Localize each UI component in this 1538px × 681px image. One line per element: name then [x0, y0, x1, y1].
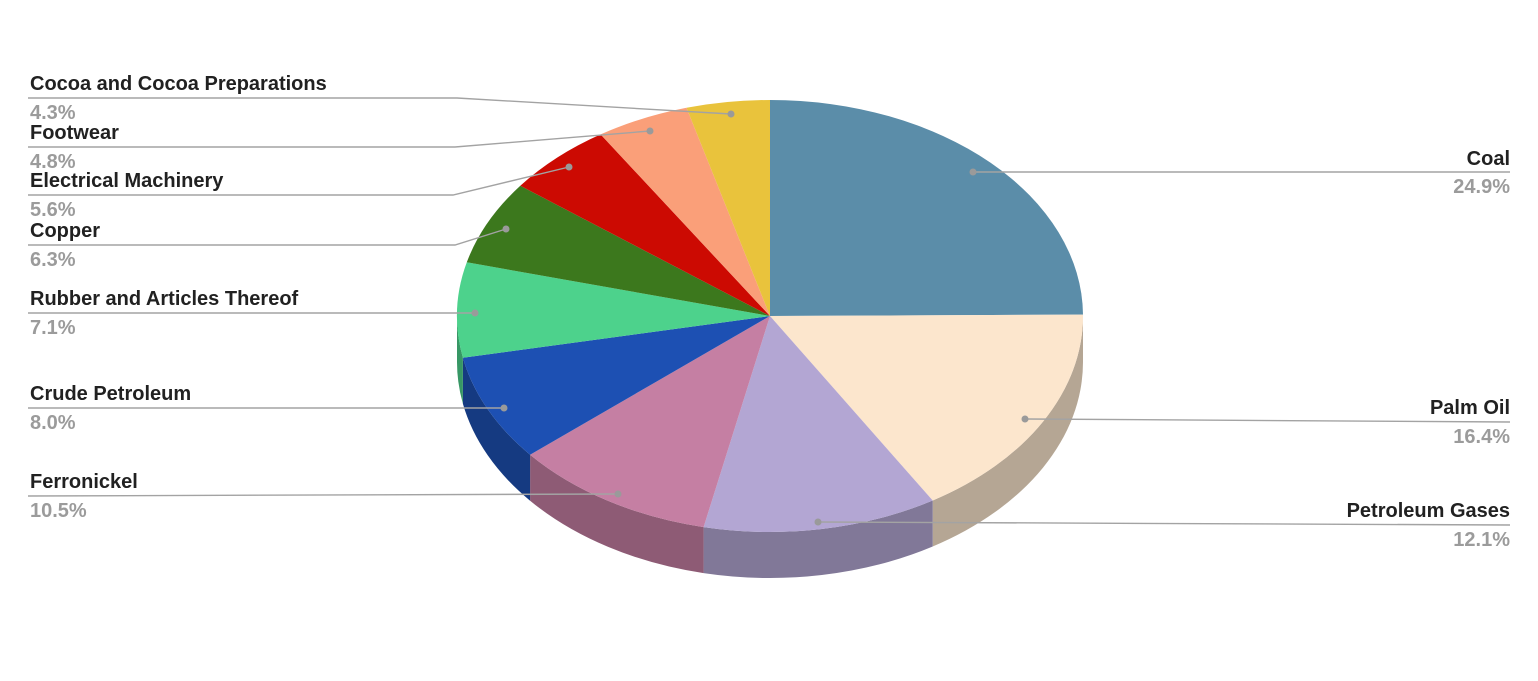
pie-slice-coal[interactable]: [770, 100, 1083, 316]
pie-slice-crude-petroleum[interactable]: [462, 316, 770, 455]
leader-dot-footwear: [646, 127, 654, 135]
slice-pct-footwear: 4.8%: [30, 151, 76, 173]
pie-slice-side-ferronickel: [530, 454, 704, 574]
pie-slice-rubber-and-articles-thereof[interactable]: [456, 262, 770, 358]
leader-dot-rubber-and-articles-thereof: [471, 309, 479, 317]
pie-slice-side-petroleum-gases: [703, 500, 933, 579]
slice-label-palm-oil: Palm Oil: [1429, 397, 1510, 419]
slice-pct-palm-oil: 16.4%: [1453, 426, 1510, 448]
pie-slice-palm-oil[interactable]: [770, 314, 1084, 501]
slice-label-ferronickel: Ferronickel: [30, 471, 138, 493]
slice-pct-ferronickel: 10.5%: [30, 500, 87, 522]
leader-dot-palm-oil: [1021, 415, 1029, 423]
slice-pct-petroleum-gases: 12.1%: [1453, 529, 1510, 551]
pie-slice-ferronickel[interactable]: [530, 316, 770, 528]
slice-pct-crude-petroleum: 8.0%: [30, 412, 76, 434]
pie-slice-side-crude-petroleum: [462, 357, 531, 501]
slice-label-rubber-and-articles-thereof: Rubber and Articles Thereof: [30, 288, 299, 310]
leader-line-copper: [28, 228, 507, 246]
pie-slice-footwear[interactable]: [600, 107, 770, 316]
leader-line-cocoa-and-cocoa-preparations: [28, 97, 732, 115]
pie-slice-electrical-machinery[interactable]: [520, 134, 770, 316]
slice-pct-copper: 6.3%: [30, 249, 76, 271]
leader-dot-copper: [502, 225, 510, 233]
pie-slice-cocoa-and-cocoa-preparations[interactable]: [686, 99, 771, 317]
slice-label-footwear: Footwear: [30, 122, 119, 144]
slice-label-petroleum-gases: Petroleum Gases: [1346, 500, 1510, 522]
leader-line-electrical-machinery: [28, 166, 570, 196]
slice-label-cocoa-and-cocoa-preparations: Cocoa and Cocoa Preparations: [30, 73, 327, 95]
slice-label-electrical-machinery: Electrical Machinery: [30, 170, 224, 192]
slice-pct-rubber-and-articles-thereof: 7.1%: [30, 317, 76, 339]
slice-pct-cocoa-and-cocoa-preparations: 4.3%: [30, 102, 76, 124]
leader-dot-coal: [969, 168, 977, 176]
leader-line-palm-oil: [1024, 418, 1511, 423]
leader-dot-electrical-machinery: [565, 163, 573, 171]
leader-dot-petroleum-gases: [814, 518, 822, 526]
pie-slice-petroleum-gases[interactable]: [703, 316, 933, 533]
leader-line-petroleum-gases: [817, 521, 1511, 526]
leader-line-ferronickel: [27, 493, 619, 497]
pie-slice-side-palm-oil: [932, 316, 1083, 547]
pie-slice-side-rubber-and-articles-thereof: [456, 316, 463, 404]
slice-pct-electrical-machinery: 5.6%: [30, 199, 76, 221]
leader-dot-cocoa-and-cocoa-preparations: [727, 110, 735, 118]
leader-dot-crude-petroleum: [500, 404, 508, 412]
slice-label-crude-petroleum: Crude Petroleum: [30, 383, 192, 405]
slice-pct-coal: 24.9%: [1453, 176, 1510, 198]
leader-line-footwear: [28, 130, 651, 148]
slice-label-copper: Copper: [30, 220, 100, 242]
leader-dot-ferronickel: [614, 490, 622, 498]
slice-label-coal: Coal: [1466, 148, 1510, 170]
pie-slice-copper[interactable]: [466, 185, 770, 316]
